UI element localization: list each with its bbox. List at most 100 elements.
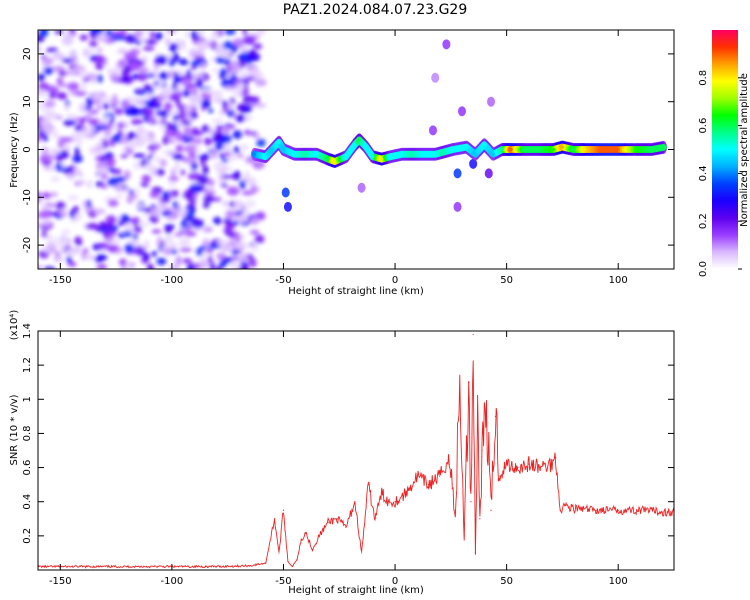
noise-blob [239,104,253,114]
snr-point [282,509,285,511]
noise-blob [129,262,135,268]
noise-blob [170,189,179,198]
snr-panel: -150 -100 -50 0 50 100 0.2 0.4 0.6 0.8 1 1.2 1.4 He… [9,310,675,596]
noise-blob [222,41,234,50]
x-tick-label: 0 [392,576,398,587]
ridge-point [560,145,565,149]
noise-blob [237,254,248,263]
ridge-point [598,147,602,152]
noise-blob [55,155,65,162]
colorbar-tick-label: 0.8 [698,70,709,86]
spectrogram-blob [357,182,366,193]
noise-blob [111,123,119,131]
noise-blob [113,239,121,244]
noise-blob [78,102,88,113]
noise-blob [109,73,121,81]
noise-blob [212,118,223,123]
noise-blob [235,114,246,123]
noise-blob [216,239,230,246]
noise-blob [74,124,83,132]
snr-series [38,333,674,569]
noise-blob [40,209,52,219]
noise-blob [199,253,208,259]
noise-blob [223,51,231,60]
noise-blob [168,176,180,182]
noise-blob [59,210,68,218]
noise-blob [56,77,64,86]
noise-blob [38,73,45,82]
ridge-point [509,147,513,152]
noise-blob [39,155,49,163]
noise-blob [116,122,125,129]
snr-point [126,565,128,568]
noise-blob [196,40,210,50]
noise-blob [38,132,46,139]
ridge-point [538,147,542,152]
noise-blob [41,192,51,199]
noise-blob [74,146,80,156]
noise-blob [91,109,99,115]
noise-blob [127,131,137,139]
snr-point [360,552,363,554]
noise-blob [134,30,143,39]
noise-blob [161,86,172,96]
noise-blob [250,185,258,195]
noise-blob [213,96,224,104]
ridge-point [315,152,319,156]
ridge-point [491,152,495,156]
noise-blob [54,30,64,35]
noise-blob [200,99,211,108]
noise-blob [103,102,109,110]
noise-blob [95,166,109,177]
noise-blob [58,70,67,77]
noise-blob [66,173,76,179]
noise-blob [203,137,213,146]
y-tick-label: 1.2 [22,357,33,373]
noise-blob [67,82,80,91]
noise-blob [163,248,172,256]
noise-blob [239,179,246,190]
noise-blob [214,266,223,269]
noise-blob [127,141,137,150]
noise-blob [38,30,49,37]
snr-point [454,509,456,511]
snr-point [305,531,307,534]
noise-blob [222,200,229,207]
noise-blob [147,154,153,160]
ridge-point [400,152,404,156]
noise-blob [96,264,108,269]
noise-blob [124,243,135,254]
noise-blob [42,124,52,135]
noise-blob [165,122,174,131]
noise-blob [238,215,249,223]
noise-blob [221,174,234,179]
noise-blob [249,229,260,235]
noise-blob [234,199,244,209]
noise-blob [168,44,178,53]
noise-blob [232,170,242,181]
noise-blob [245,158,253,164]
ridge-point [464,145,469,149]
noise-blob [151,250,157,257]
noise-blob [149,191,160,199]
noise-blob [96,74,103,83]
snr-point [394,501,396,503]
y-tick-label: 0.4 [22,494,33,510]
noise-blob [244,199,256,208]
y-tick-label: 1 [22,396,33,402]
colorbar-label: Normalized spectral amplitude [739,73,750,227]
noise-blob [159,159,167,168]
noise-blob [73,90,87,97]
noise-blob [182,258,193,264]
noise-blob [130,217,141,226]
noise-blob [256,138,266,147]
noise-blob [155,110,169,117]
x-tick-label: -50 [275,275,291,286]
noise-blob [61,228,71,236]
noise-blob [48,202,58,209]
noise-blob [135,126,146,135]
noise-blob [212,68,220,74]
ridge-point [571,147,576,152]
noise-blob [141,244,151,249]
snr-point [470,501,472,503]
